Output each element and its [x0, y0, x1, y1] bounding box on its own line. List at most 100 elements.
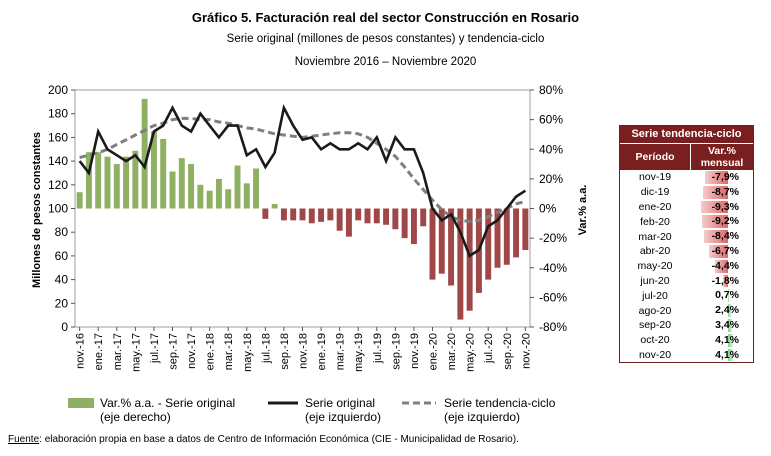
trend-table: Serie tendencia-ciclo Período Var.% mens…	[619, 125, 754, 364]
table-period: abr-20	[639, 245, 671, 258]
table-period: nov-20	[638, 348, 672, 361]
legend-swatch-bars	[68, 398, 94, 408]
bar-var-aa	[466, 208, 473, 311]
bar-var-aa	[299, 208, 306, 221]
table-row: feb-20 -9,2%	[620, 214, 753, 229]
table-row: dic-19 -8,7%	[620, 185, 753, 200]
bar-var-aa	[503, 208, 510, 265]
legend-label-axis: (eje izquierdo)	[444, 410, 520, 424]
bar-var-aa	[253, 168, 260, 209]
bar-var-aa	[95, 152, 102, 209]
table-value-cell: -9,2%	[690, 214, 753, 229]
bar-var-aa	[141, 98, 148, 209]
x-tick-label: jul.-20	[483, 333, 495, 364]
bar-var-aa	[197, 184, 204, 209]
footer-source: Fuente: elaboración propia en base a dat…	[8, 434, 519, 445]
chart-period: Noviembre 2016 – Noviembre 2020	[294, 56, 477, 68]
y2-tick-label: 0%	[539, 202, 557, 216]
table-period: jun-20	[640, 274, 670, 287]
trend-line	[79, 116, 526, 224]
x-tick-label: nov.-20	[520, 333, 532, 369]
y-tick-label: 140	[48, 154, 68, 168]
bar-var-aa	[522, 208, 529, 250]
y2-tick-label: -20%	[539, 231, 567, 245]
x-tick-label: mar.-17	[112, 333, 124, 370]
bar-var-aa	[271, 204, 278, 209]
x-tick-label: ene.-19	[316, 333, 328, 370]
bar-var-aa	[420, 208, 427, 227]
table-period: ago-20	[638, 304, 672, 317]
x-tick-label: jul.-19	[372, 333, 384, 364]
x-tick-label: may.-17	[130, 333, 142, 372]
x-tick-label: may.-20	[465, 333, 477, 372]
bar-var-aa	[438, 208, 445, 274]
table-value-cell: 4,1%	[690, 348, 753, 363]
table-value-cell: 4,1%	[690, 333, 753, 348]
y2-tick-label: 20%	[539, 172, 563, 186]
table-value-bar	[722, 274, 728, 288]
legend-label-axis: (eje izquierdo)	[305, 410, 381, 424]
table-row: may-20 -4,4%	[620, 259, 753, 274]
bar-var-aa	[448, 208, 455, 286]
original-line	[78, 103, 527, 258]
table-period: ene-20	[638, 200, 672, 213]
bar-var-aa	[76, 192, 83, 209]
chart-title: Gráfico 5. Facturación real del sector C…	[191, 10, 580, 25]
table-value: 4,1%	[715, 333, 739, 346]
table-row: ene-20 -9,3%	[620, 200, 753, 215]
bar-var-aa	[215, 178, 222, 209]
table-value-cell: -4,4%	[690, 259, 753, 274]
y2-tick-label: -40%	[539, 261, 567, 275]
bar-var-aa	[336, 208, 343, 231]
table-value: 3,4%	[715, 318, 739, 331]
x-tick-label: ene.-17	[93, 333, 105, 370]
table-value-cell: 2,4%	[690, 303, 753, 318]
bar-var-aa	[178, 158, 185, 209]
table-value: 0,7%	[715, 289, 739, 302]
bar-var-aa	[225, 189, 232, 209]
x-tick-label: sep.-20	[502, 333, 514, 370]
bar-var-aa	[355, 208, 362, 221]
bar-var-aa	[485, 208, 492, 280]
y2-tick-label: -80%	[539, 320, 567, 334]
y-tick-label: 200	[48, 83, 68, 97]
bar-var-aa	[132, 150, 139, 209]
y-tick-label: 120	[48, 178, 68, 192]
table-header-var: Var.% mensual	[700, 145, 744, 169]
table-row: ago-20 2,4%	[620, 303, 753, 318]
table-value: -6,7%	[711, 244, 739, 257]
y-tick-label: 80	[55, 225, 69, 239]
table-value-cell: -1,8%	[690, 274, 753, 289]
table-value-bar	[727, 304, 732, 317]
bar-var-aa	[318, 208, 325, 222]
table-period: sep-20	[638, 319, 672, 332]
table-value-bar	[703, 185, 728, 199]
bar-var-aa	[373, 208, 380, 224]
y-axis-title: Millones de pesos constantes	[31, 132, 43, 288]
source-label: Fuente	[8, 434, 40, 445]
table-row: mar-20 -8,4%	[620, 229, 753, 244]
table-body: nov-19 -7,9% dic-19 -8,7% ene-20 -9,3% feb-20 -…	[620, 170, 753, 362]
source-text: : elaboración propia en base a datos de …	[39, 434, 519, 445]
bar-var-aa	[123, 156, 130, 209]
y-tick-label: 180	[48, 107, 68, 121]
table-value: -4,4%	[711, 259, 739, 272]
bar-var-aa	[513, 208, 520, 258]
table-value-cell: -8,4%	[690, 229, 753, 244]
x-tick-label: nov.-17	[186, 333, 198, 369]
bar-var-aa	[85, 152, 92, 209]
table-value-bar	[708, 244, 728, 258]
table-value-cell: -7,9%	[690, 170, 753, 185]
table-value-bar	[727, 289, 729, 303]
bar-var-aa	[113, 164, 120, 209]
table-title: Serie tendencia-ciclo	[620, 126, 753, 143]
legend-label: Var.% a.a. - Serie original	[100, 396, 235, 410]
table-value-bar	[727, 333, 734, 347]
table-value: 4,1%	[715, 348, 739, 361]
bar-var-aa	[243, 183, 250, 209]
bar-var-aa	[104, 156, 111, 209]
bar-var-aa	[150, 131, 157, 209]
legend-label-axis: (eje derecho)	[100, 410, 171, 424]
bar-var-aa	[327, 208, 334, 221]
